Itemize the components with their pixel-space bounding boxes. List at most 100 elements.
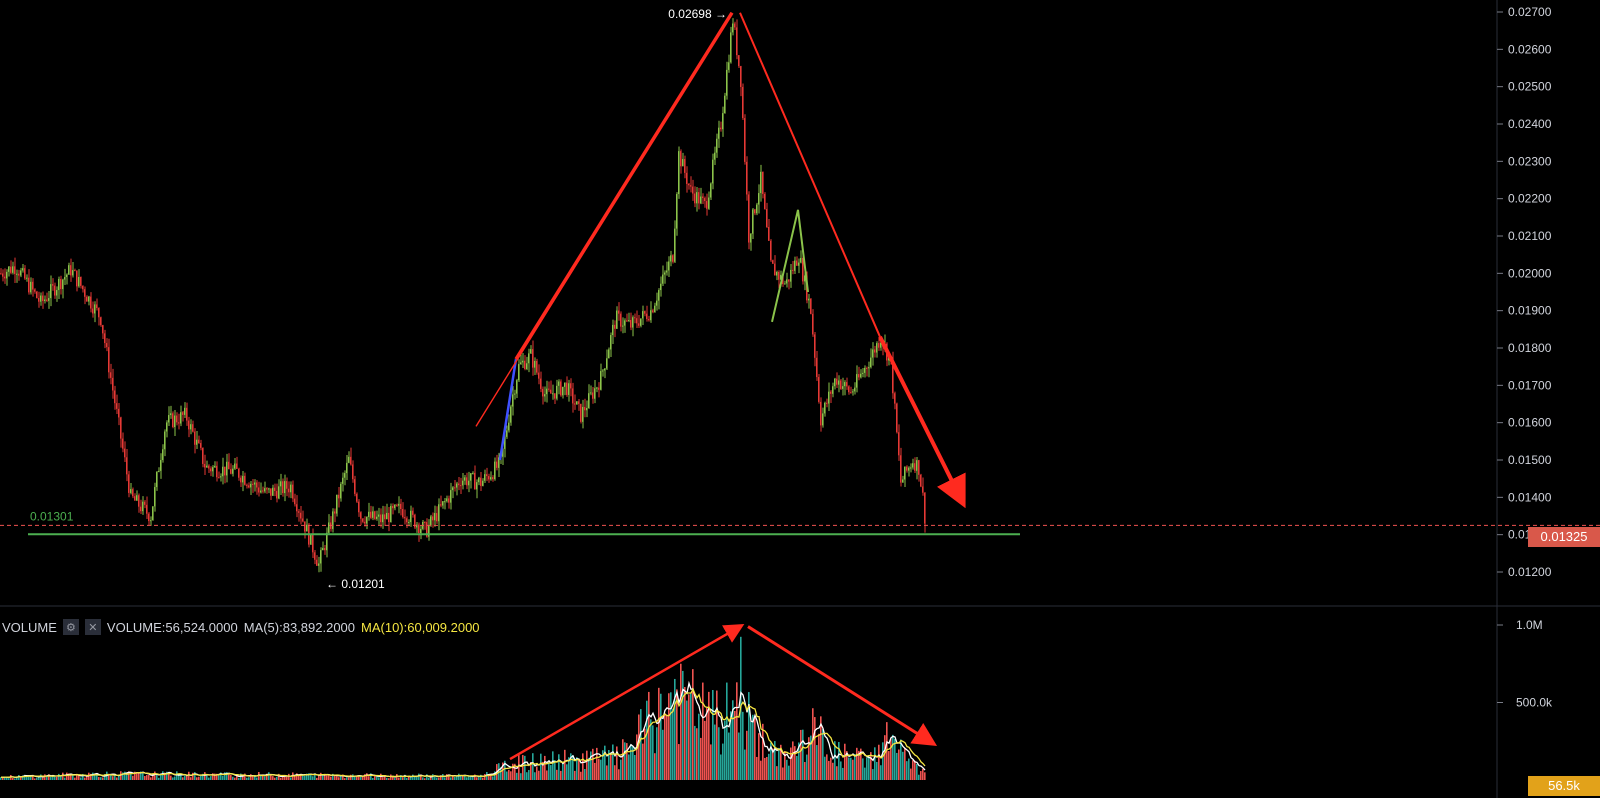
volume-bar: [776, 766, 778, 780]
candle-body: [764, 193, 766, 210]
volume-bar: [526, 772, 528, 780]
candle-body: [270, 488, 272, 496]
volume-bar: [248, 777, 250, 780]
candle-body: [662, 274, 664, 284]
candle-body: [464, 477, 466, 481]
volume-bar: [888, 751, 890, 780]
volume-bar: [6, 776, 8, 780]
candle-body: [140, 506, 142, 512]
candle-body: [564, 382, 566, 387]
candle-body: [412, 510, 414, 515]
candle-body: [202, 447, 204, 464]
candle-body: [362, 518, 364, 522]
volume-bar: [852, 759, 854, 780]
candle-body: [910, 467, 912, 469]
candle-body: [284, 481, 286, 494]
volume-bar: [390, 774, 392, 780]
volume-bar: [656, 727, 658, 780]
candle-body: [820, 401, 822, 426]
volume-bar: [862, 758, 864, 780]
candle-body: [110, 372, 112, 378]
candle-body: [468, 480, 470, 486]
candle-body: [718, 127, 720, 139]
volume-bar: [218, 775, 220, 780]
candle-body: [676, 194, 678, 229]
candle-body: [540, 378, 542, 389]
candle-body: [656, 300, 658, 306]
volume-bar: [840, 761, 842, 780]
candle-body: [816, 357, 818, 378]
candle-body: [126, 457, 128, 475]
volume-bar: [890, 738, 892, 780]
volume-bar: [494, 771, 496, 780]
volume-bar: [470, 776, 472, 780]
price-tick-label: 0.02200: [1508, 192, 1552, 206]
candle-body: [86, 296, 88, 302]
candle-body: [896, 403, 898, 433]
candle-body: [158, 470, 160, 472]
candle-body: [430, 516, 432, 526]
candle-body: [128, 474, 130, 493]
price-tick-label: 0.01200: [1508, 565, 1552, 579]
volume-bar: [32, 775, 34, 780]
candle-body: [288, 488, 290, 493]
candle-body: [484, 474, 486, 481]
candle-body: [560, 381, 562, 396]
price-tick-label: 0.01800: [1508, 341, 1552, 355]
volume-bar: [742, 711, 744, 780]
volume-bar: [38, 776, 40, 780]
volume-bar: [706, 707, 708, 780]
gear-icon[interactable]: ⚙: [62, 619, 79, 635]
candle-body: [210, 468, 212, 472]
volume-bar: [270, 774, 272, 780]
volume-bar: [646, 700, 648, 780]
volume-bar: [530, 762, 532, 780]
volume-bar: [712, 690, 714, 780]
volume-bar: [848, 757, 850, 780]
volume-bar: [282, 775, 284, 780]
volume-bar: [256, 777, 258, 780]
volume-bar: [606, 765, 608, 780]
volume-bar: [112, 776, 114, 780]
volume-bar: [236, 775, 238, 780]
candle-body: [726, 69, 728, 96]
candle-body: [478, 477, 480, 483]
volume-bar: [184, 775, 186, 780]
candle-body: [900, 455, 902, 483]
candle-body: [700, 196, 702, 204]
volume-bar: [76, 773, 78, 780]
candle-body: [314, 552, 316, 560]
candle-body: [746, 161, 748, 195]
candle-body: [722, 113, 724, 130]
volume-bar: [322, 775, 324, 780]
candle-body: [84, 289, 86, 297]
volume-bar: [444, 777, 446, 780]
trend-line-fall-arrow: [878, 335, 966, 509]
candle-body: [220, 476, 222, 478]
volume-bar: [910, 768, 912, 780]
candle-body: [752, 209, 754, 234]
candle-body: [410, 510, 412, 523]
volume-bar: [608, 750, 610, 780]
candle-body: [738, 55, 740, 67]
volume-bar: [594, 762, 596, 780]
volume-bar: [158, 777, 160, 780]
volume-bar: [744, 749, 746, 780]
candle-body: [20, 270, 22, 276]
volume-bar: [372, 777, 374, 780]
volume-bar: [4, 776, 6, 780]
volume-bar: [788, 765, 790, 780]
candle-body: [76, 270, 78, 287]
candle-body: [166, 422, 168, 432]
volume-bar: [726, 682, 728, 780]
candle-body: [318, 563, 320, 566]
candle-body: [892, 357, 894, 394]
volume-bar: [528, 770, 530, 780]
candle-body: [756, 204, 758, 214]
volume-bar: [662, 729, 664, 780]
close-icon[interactable]: ✕: [84, 619, 101, 635]
candle-body: [558, 381, 560, 386]
candle-body: [336, 494, 338, 514]
